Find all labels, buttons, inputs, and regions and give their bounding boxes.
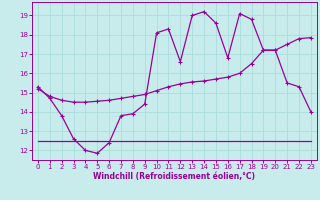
X-axis label: Windchill (Refroidissement éolien,°C): Windchill (Refroidissement éolien,°C)	[93, 172, 255, 181]
